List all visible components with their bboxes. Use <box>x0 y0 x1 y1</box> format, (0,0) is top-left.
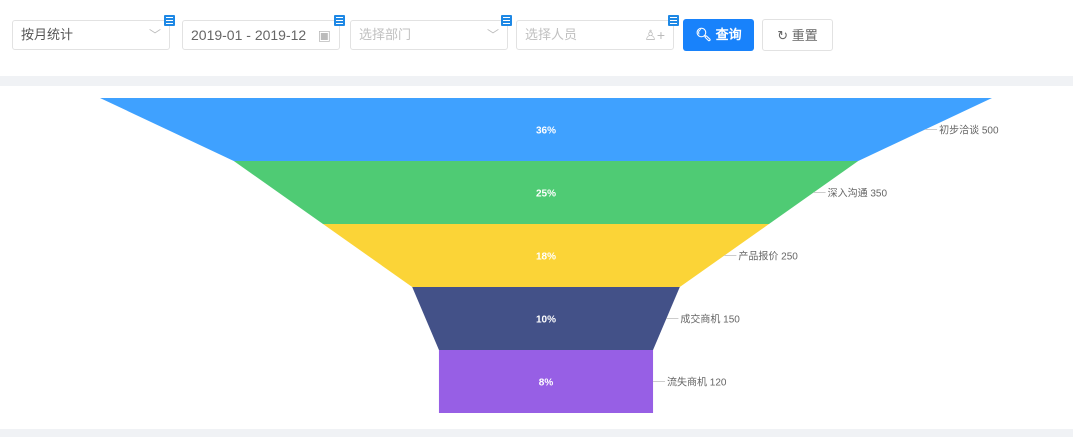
reset-label: 重置 <box>791 28 818 43</box>
percent-label: 18% <box>536 252 556 263</box>
query-label: 查询 <box>715 27 742 42</box>
funnel-segment[interactable] <box>412 287 680 350</box>
category-label: 深入沟通 350 <box>828 187 888 200</box>
period-select[interactable]: 按月统计 ﹀ <box>12 20 170 50</box>
percent-label: 10% <box>536 315 556 326</box>
funnel-segment[interactable] <box>438 350 654 413</box>
reset-button[interactable]: ↻ 重置 <box>762 19 833 51</box>
funnel-segment[interactable] <box>323 224 769 287</box>
list-icon[interactable] <box>501 15 512 26</box>
query-button[interactable]: 🔍︎ 查询 <box>683 19 754 51</box>
category-label: 初步洽谈 500 <box>939 124 999 137</box>
category-label: 流失商机 120 <box>667 376 727 389</box>
date-range-value: 2019-01 - 2019-12 <box>191 27 307 43</box>
list-icon[interactable] <box>668 15 679 26</box>
category-label: 产品报价 250 <box>738 250 798 263</box>
chevron-down-icon: ﹀ <box>148 28 161 42</box>
person-select[interactable]: 选择人员 ♙+ <box>516 20 674 50</box>
list-icon[interactable] <box>334 15 345 26</box>
department-placeholder: 选择部门 <box>359 27 412 42</box>
department-select[interactable]: 选择部门 ﹀ <box>350 20 508 50</box>
funnel-chart: 36% 初步洽谈 500 25% 深入沟通 350 18% 产品报价 250 10% 成交商机… <box>100 98 999 413</box>
list-icon[interactable] <box>164 15 175 26</box>
filter-bar: 按月统计 ﹀ 2019-01 - 2019-12 ▣ 选择部门 ﹀ 选择人员 ♙+ 🔍︎… <box>0 0 1073 76</box>
chart-panel: 36% 初步洽谈 500 25% 深入沟通 350 18% 产品报价 250 10% 成交商机… <box>0 86 1073 429</box>
person-placeholder: 选择人员 <box>525 27 578 42</box>
refresh-icon: ↻ <box>777 28 789 43</box>
date-range-input[interactable]: 2019-01 - 2019-12 ▣ <box>182 20 340 50</box>
percent-label: 8% <box>539 378 554 389</box>
category-label: 成交商机 150 <box>680 313 740 326</box>
funnel-segment[interactable] <box>100 98 992 161</box>
calendar-icon: ▣ <box>317 27 331 43</box>
funnel-segment[interactable] <box>233 161 859 224</box>
percent-label: 25% <box>536 189 556 200</box>
add-user-icon: ♙+ <box>644 27 665 43</box>
period-select-value: 按月统计 <box>21 27 74 42</box>
chevron-down-icon: ﹀ <box>486 28 499 42</box>
percent-label: 36% <box>536 126 556 137</box>
search-icon: 🔍︎ <box>695 27 712 42</box>
